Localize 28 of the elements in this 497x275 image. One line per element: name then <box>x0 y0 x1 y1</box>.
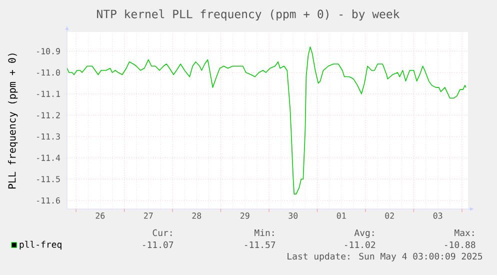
x-tick-label: 28 <box>192 212 202 219</box>
text: -11.02 <box>344 241 376 248</box>
y-tick-label: -11.3 <box>37 133 60 140</box>
x-tick-label: 27 <box>144 212 153 219</box>
text: Avg: <box>354 229 374 238</box>
text: Max: <box>454 229 474 236</box>
legend-label: pll-freq <box>20 240 62 250</box>
x-tick-label: 01 <box>336 212 346 219</box>
text: Cur: <box>152 229 172 236</box>
chart-title: NTP kernel PLL frequency (ppm + 0) - by week <box>97 9 400 21</box>
y-tick-label: -11.6 <box>37 197 60 204</box>
y-tick-label: -11.4 <box>37 154 60 161</box>
y-tick-label: -11.0 <box>37 69 60 76</box>
text: -10.88 <box>444 241 476 248</box>
x-tick-label: 02 <box>385 212 394 219</box>
x-tick-label: 30 <box>288 212 298 219</box>
y-axis-title: PLL frequency (ppm + 0) <box>8 54 18 189</box>
text: -11.07 <box>142 241 174 248</box>
text: Last update: Sun May 4 03:00:09 2025 <box>288 252 482 262</box>
x-tick-label: 26 <box>96 212 105 219</box>
y-tick-label: -11.1 <box>37 90 60 97</box>
text: -11.57 <box>244 241 276 248</box>
x-tick-label: 03 <box>433 212 442 219</box>
x-tick-label: 29 <box>240 212 250 219</box>
text: Min: <box>254 229 274 236</box>
y-tick-label: -10.9 <box>37 48 60 54</box>
y-tick-label: -11.5 <box>37 176 60 182</box>
y-tick-label: -11.2 <box>37 112 60 118</box>
